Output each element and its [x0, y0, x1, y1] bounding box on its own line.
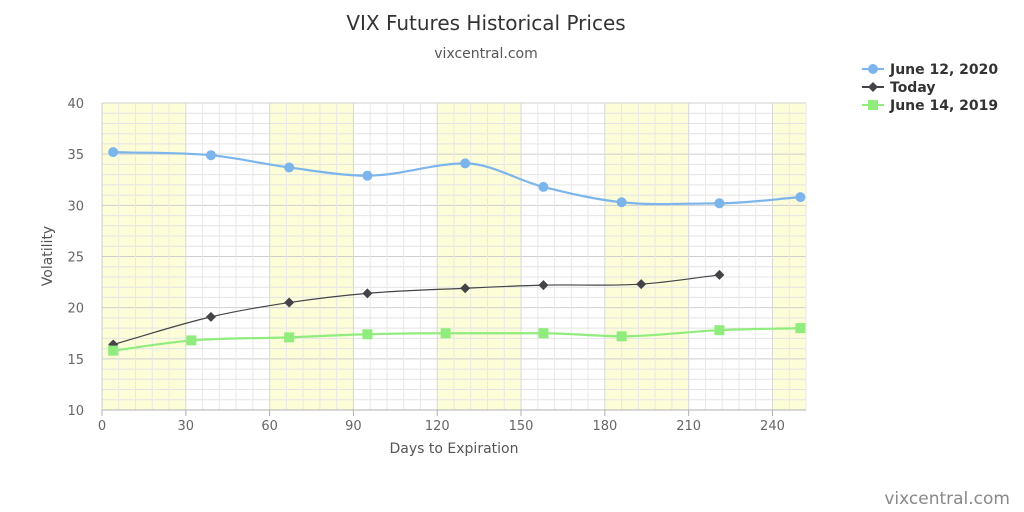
legend[interactable]: June 12, 2020 Today June 14, 2019: [862, 62, 998, 114]
data-point: [108, 345, 119, 356]
x-tick-label: 120: [425, 419, 450, 434]
data-point: [362, 170, 373, 181]
data-point: [714, 198, 725, 209]
legend-label: Today: [890, 80, 935, 96]
data-point: [284, 297, 295, 308]
legend-marker-icon: [868, 64, 878, 74]
data-point: [460, 283, 471, 294]
credit-text: vixcentral.com: [884, 489, 1010, 509]
data-point: [636, 279, 647, 290]
data-point: [205, 150, 216, 161]
data-point: [186, 335, 197, 346]
data-point: [538, 181, 549, 192]
data-point: [284, 332, 295, 343]
series-0: [108, 147, 806, 209]
data-point: [440, 328, 451, 339]
x-tick-label: 150: [509, 419, 534, 434]
x-tick-label: 60: [261, 419, 278, 434]
data-point: [284, 162, 295, 173]
legend-marker-icon: [868, 82, 878, 92]
data-point: [538, 328, 549, 339]
y-tick-label: 30: [67, 199, 84, 214]
data-point: [616, 331, 627, 342]
y-tick-label: 40: [67, 97, 84, 112]
data-point: [108, 147, 119, 158]
legend-item[interactable]: June 12, 2020: [862, 62, 998, 78]
data-point: [795, 192, 806, 203]
chart-title: VIX Futures Historical Prices: [346, 11, 625, 35]
x-tick-label: 90: [345, 419, 362, 434]
legend-item[interactable]: Today: [862, 80, 935, 96]
y-axis-label: Volatility: [40, 226, 56, 286]
data-point: [714, 269, 725, 280]
series-2: [108, 323, 806, 356]
x-tick-label: 30: [178, 419, 195, 434]
x-tick-label: 240: [760, 419, 785, 434]
legend-item[interactable]: June 14, 2019: [862, 98, 998, 114]
data-point: [616, 197, 627, 208]
data-point: [362, 329, 373, 340]
y-tick-label: 25: [67, 251, 84, 266]
chart-subtitle: vixcentral.com: [434, 46, 537, 62]
data-point: [795, 323, 806, 334]
data-point: [460, 158, 471, 169]
legend-label: June 14, 2019: [889, 98, 998, 114]
x-tick-label: 210: [676, 419, 701, 434]
series-group: [108, 147, 806, 356]
axes: 10 15 20 25 30 35 40 0 30 60 90 120 150 180 210 240: [67, 97, 806, 434]
data-point: [205, 311, 216, 322]
legend-marker-icon: [868, 100, 878, 110]
legend-label: June 12, 2020: [889, 62, 998, 78]
data-point: [714, 325, 725, 336]
x-axis-label: Days to Expiration: [390, 441, 519, 457]
y-tick-label: 10: [67, 404, 84, 419]
y-tick-label: 35: [67, 148, 84, 163]
y-tick-label: 20: [67, 302, 84, 317]
data-point: [538, 280, 549, 291]
x-tick-label: 180: [592, 419, 617, 434]
y-tick-label: 15: [67, 353, 84, 368]
gridlines: [101, 102, 807, 411]
x-tick-label: 0: [98, 419, 106, 434]
data-point: [362, 288, 373, 299]
